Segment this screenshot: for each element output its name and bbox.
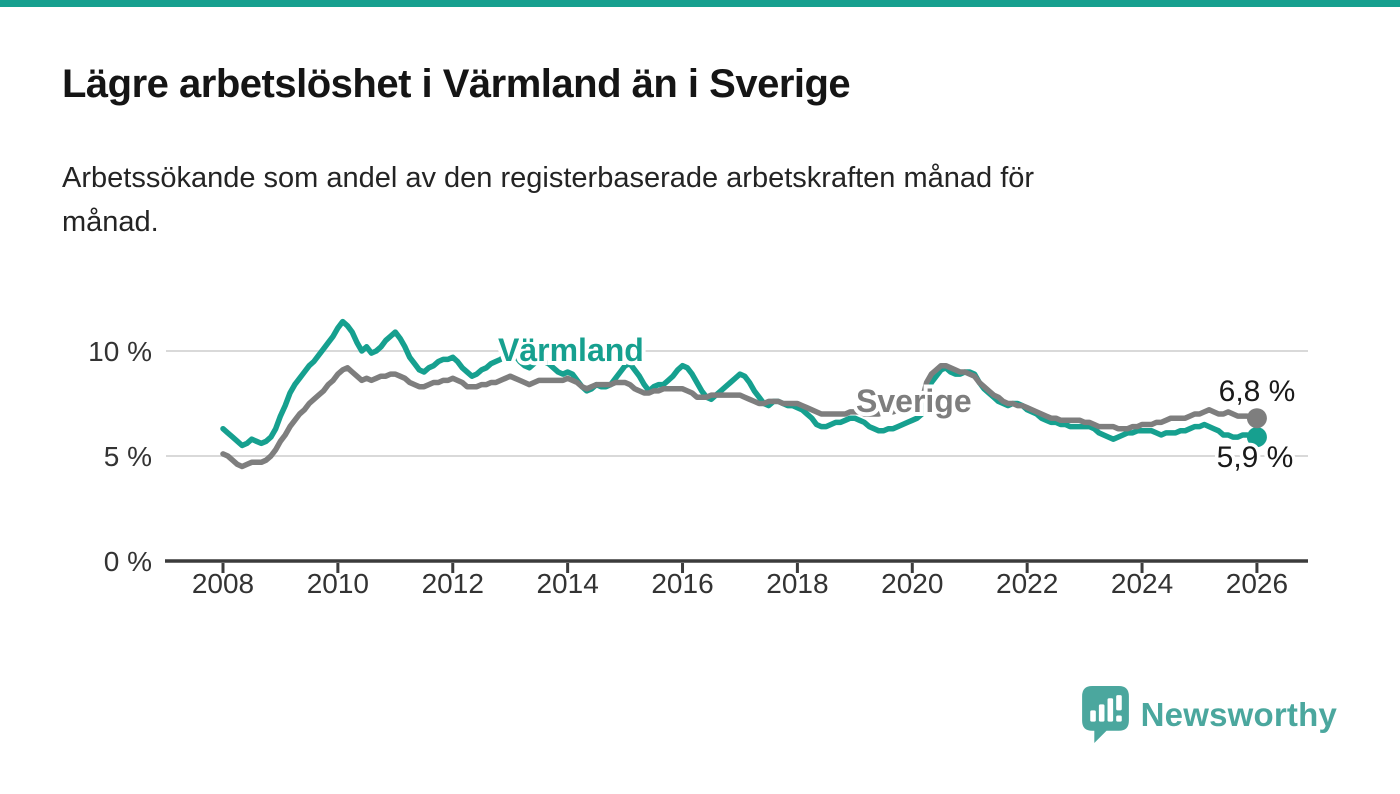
newsworthy-logo-icon [1081,686,1129,743]
värmland-end-dot [1246,427,1267,448]
sverige-end-value-label: 6,8 % [1219,375,1296,408]
x-axis-tick-label: 2026 [1226,568,1288,599]
x-axis-tick-label: 2020 [881,568,943,599]
x-axis-tick-label: 2016 [651,568,713,599]
x-axis-tick-label: 2010 [307,568,369,599]
sverige-line [220,362,1260,470]
värmland-line [220,318,1260,449]
värmland-end-value-label: 5,9 % [1217,441,1294,474]
page-title: Lägre arbetslöshet i Värmland än i Sveri… [62,62,851,106]
chart-subtitle: Arbetssökande som andel av den registerb… [62,156,1262,244]
x-axis-tick-label: 2024 [1111,568,1173,599]
newsworthy-logo: Newsworthy [1081,685,1337,744]
newsworthy-logo-text: Newsworthy [1140,695,1337,733]
sverige-end-dot [1246,408,1267,429]
x-axis-tick-label: 2012 [422,568,484,599]
x-axis-tick-label: 2014 [536,568,598,599]
x-axis-tick-label: 2022 [996,568,1058,599]
värmland-series-label: Värmland [498,332,644,368]
y-axis-tick-label: 5 % [104,441,152,472]
y-axis-tick-label: 0 % [104,546,152,577]
x-axis-tick-label: 2018 [766,568,828,599]
accent-top-bar [0,0,1400,7]
x-axis-tick-label: 2008 [192,568,254,599]
subtitle-line-1: Arbetssökande som andel av den registerb… [62,162,1035,194]
y-axis-tick-label: 10 % [88,336,152,367]
sverige-series-label: Sverige [856,383,972,419]
subtitle-line-2: månad. [62,206,159,238]
